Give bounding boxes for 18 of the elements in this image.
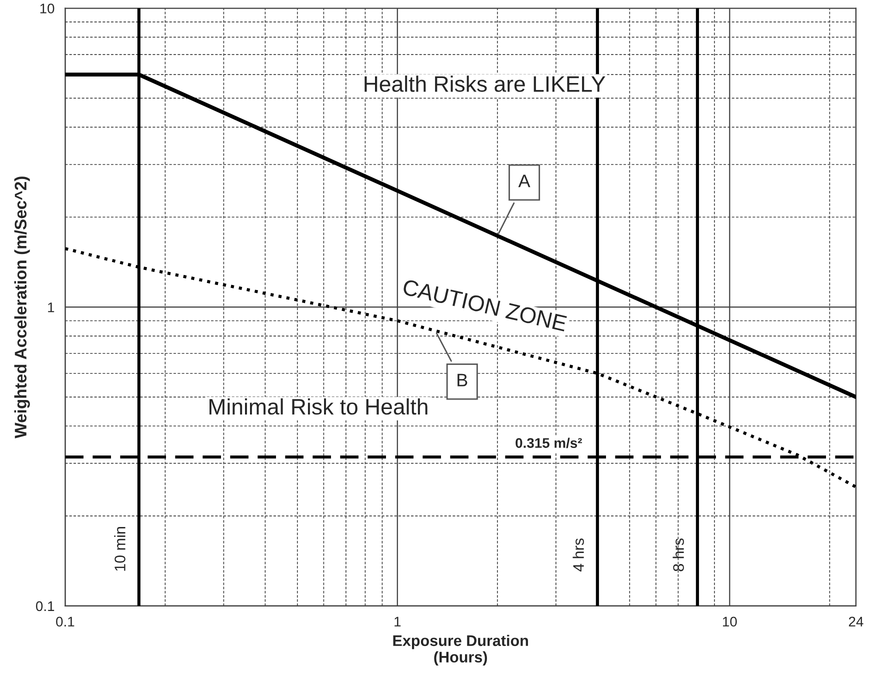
annotation: Minimal Risk to Health xyxy=(210,398,428,415)
x-tick-label: 1 xyxy=(394,616,401,626)
ref-line-label: 0.315 m/s² xyxy=(516,438,582,448)
text: A xyxy=(518,174,530,188)
x-tick-label: 10 xyxy=(722,616,737,627)
ref-line-label: 10 min xyxy=(114,527,126,571)
ref-line-label: 4 hrs xyxy=(572,538,584,572)
y-tick-label: 10 xyxy=(40,4,54,14)
x-tick-label: 24 xyxy=(848,616,864,626)
x-tick-label: 0.1 xyxy=(56,616,74,627)
y-axis-title: Weighted Acceleration (m/Sec^2) xyxy=(14,176,30,438)
annotation: CAUTION ZONE xyxy=(402,278,568,332)
y-tick-label: 1 xyxy=(48,302,54,312)
series-label: B xyxy=(458,374,468,386)
annotation: Health Risks are LIKELY xyxy=(364,76,606,92)
x-axis-title: Exposure Duration (Hours) xyxy=(393,634,528,666)
ref-line-label: 8 hrs xyxy=(672,538,684,572)
y-tick-label: 0.1 xyxy=(36,601,54,612)
